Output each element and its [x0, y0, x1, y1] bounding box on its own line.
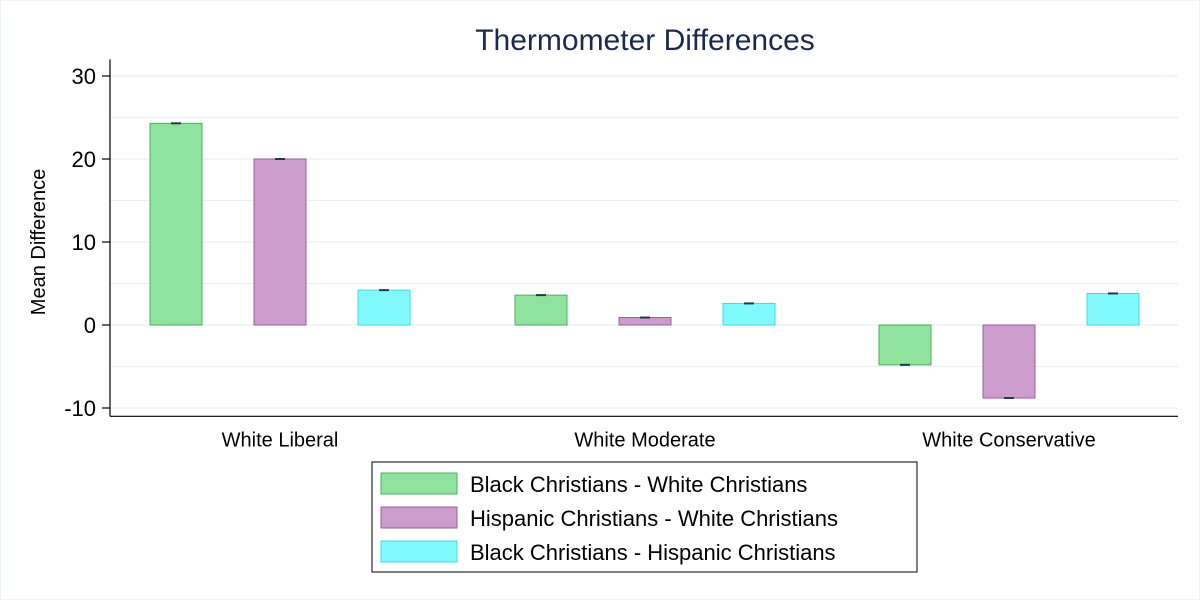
bar [618, 317, 672, 326]
legend-swatch [380, 540, 458, 563]
bar [357, 289, 411, 326]
legend: Black Christians - White Christians Hispa… [371, 461, 918, 573]
bar [878, 324, 932, 366]
bar [149, 122, 203, 326]
y-tick-label: 10 [72, 230, 96, 255]
y-tick-label: 20 [72, 147, 96, 172]
bars [149, 122, 1140, 400]
y-tick-label: -10 [64, 396, 96, 421]
x-tick-label: White Liberal [222, 429, 339, 451]
legend-label: Black Christians - Hispanic Christians [470, 540, 836, 565]
axes: -10 0 10 20 30 White Liberal White Moderate Whi… [64, 59, 1178, 451]
bar [1086, 292, 1140, 326]
y-tick-label: 0 [84, 313, 96, 338]
x-tick-label: White Moderate [574, 429, 715, 451]
legend-label: Black Christians - White Christians [470, 472, 807, 497]
bar [514, 294, 568, 326]
bar [722, 302, 776, 326]
x-tick-label: White Conservative [922, 429, 1095, 451]
legend-box [371, 461, 918, 573]
bar [253, 158, 307, 326]
bar [982, 324, 1036, 399]
legend-swatch [380, 506, 458, 529]
chart-title: Thermometer Differences [475, 24, 815, 57]
legend-swatch [380, 472, 458, 495]
legend-label: Hispanic Christians - White Christians [470, 506, 838, 531]
y-tick-label: 30 [72, 64, 96, 89]
y-axis-label: Mean Difference [28, 169, 50, 315]
